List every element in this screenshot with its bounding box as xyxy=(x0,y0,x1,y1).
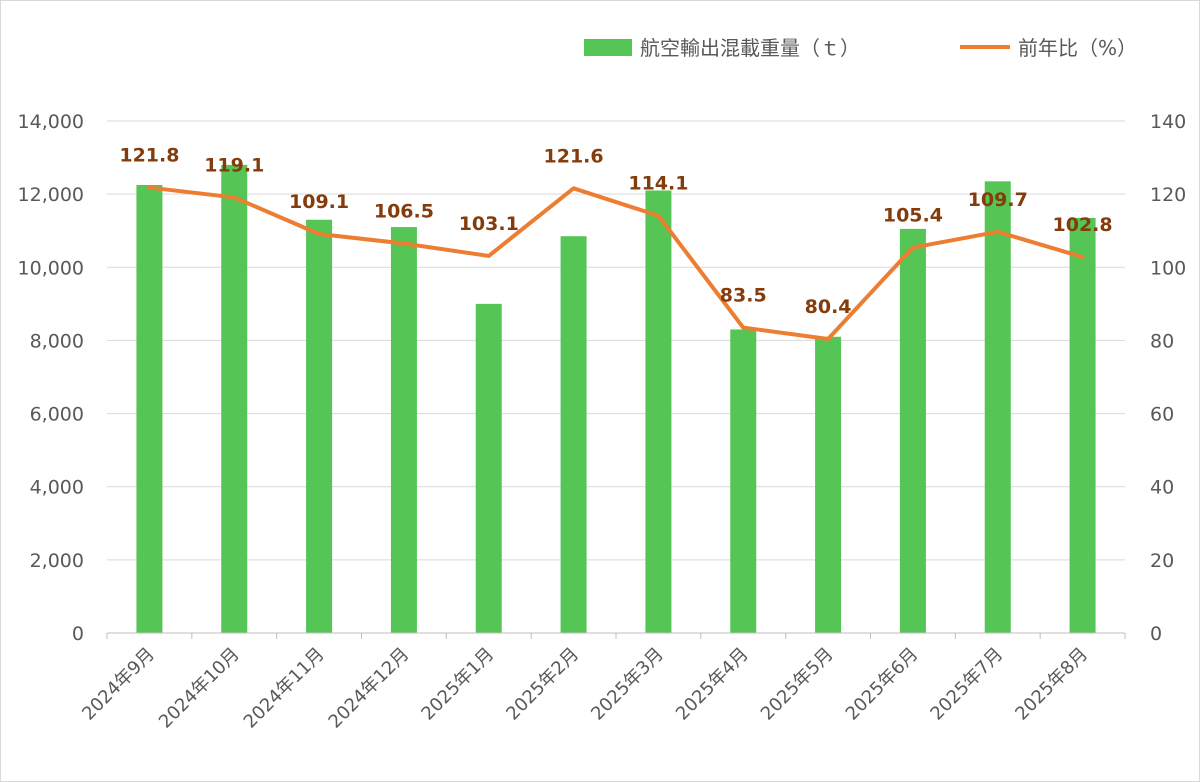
line-data-labels: 121.8 119.1 109.1 106.5 103.1 121.6 114.1 83.5 8… xyxy=(119,145,1112,318)
data-label: 102.8 xyxy=(1053,214,1113,236)
data-label: 105.4 xyxy=(883,205,943,227)
data-label: 121.8 xyxy=(119,145,179,167)
x-tick-label: 2025年6月 xyxy=(842,644,923,725)
bar xyxy=(475,303,502,633)
bar xyxy=(815,336,842,633)
data-label: 109.1 xyxy=(289,191,349,213)
left-tick-label: 2,000 xyxy=(30,550,84,572)
data-label: 114.1 xyxy=(628,173,688,195)
right-tick-label: 140 xyxy=(1150,111,1186,133)
legend: 航空輸出混載重量（ｔ） 前年比（%） xyxy=(584,36,1137,60)
data-label: 80.4 xyxy=(805,296,852,318)
bar xyxy=(899,228,926,633)
x-tick-label: 2025年4月 xyxy=(672,644,753,725)
x-tick-label: 2025年3月 xyxy=(587,644,668,725)
bar xyxy=(560,236,587,633)
x-tick-label: 2025年7月 xyxy=(926,644,1007,725)
right-tick-label: 0 xyxy=(1150,623,1162,645)
x-tick-label: 2025年2月 xyxy=(502,644,583,725)
x-tick-label: 2025年8月 xyxy=(1011,644,1092,725)
right-tick-label: 20 xyxy=(1150,550,1174,572)
gridlines xyxy=(107,120,1125,561)
bar xyxy=(306,219,333,633)
bar xyxy=(645,190,672,633)
bar xyxy=(1069,217,1096,633)
right-tick-label: 40 xyxy=(1150,477,1174,499)
data-label: 121.6 xyxy=(544,145,604,167)
data-label: 106.5 xyxy=(374,201,434,223)
bar xyxy=(984,181,1011,634)
left-axis-ticks: 0 2,000 4,000 6,000 8,000 10,000 12,000 14,000 xyxy=(18,111,84,645)
x-tick-label: 2025年1月 xyxy=(417,644,498,725)
x-tick-label: 2024年9月 xyxy=(78,644,159,725)
left-tick-label: 14,000 xyxy=(18,111,84,133)
x-tick-label: 2024年10月 xyxy=(155,644,244,733)
right-tick-label: 60 xyxy=(1150,404,1174,426)
right-tick-label: 120 xyxy=(1150,184,1186,206)
yoy-line xyxy=(147,185,1085,341)
left-tick-label: 0 xyxy=(72,623,84,645)
bar xyxy=(221,164,248,633)
data-label: 83.5 xyxy=(720,285,767,307)
data-label: 103.1 xyxy=(459,213,519,235)
left-tick-label: 12,000 xyxy=(18,184,84,206)
legend-bar-swatch xyxy=(584,39,632,56)
x-tick-label: 2025年5月 xyxy=(757,644,838,725)
x-tick-label: 2024年11月 xyxy=(240,644,329,733)
left-tick-label: 10,000 xyxy=(18,257,84,279)
right-tick-label: 100 xyxy=(1150,257,1186,279)
bar xyxy=(390,227,417,634)
bar xyxy=(730,329,757,633)
left-tick-label: 6,000 xyxy=(30,404,84,426)
right-axis-ticks: 0 20 40 60 80 100 120 140 xyxy=(1150,111,1186,645)
data-label: 119.1 xyxy=(204,154,264,176)
bar-series xyxy=(136,164,1096,634)
legend-line-label: 前年比（%） xyxy=(1018,36,1137,60)
data-label: 109.7 xyxy=(968,189,1028,211)
right-tick-label: 80 xyxy=(1150,330,1174,352)
x-tick-label: 2024年12月 xyxy=(325,644,414,733)
left-tick-label: 4,000 xyxy=(30,477,84,499)
line-series xyxy=(147,185,1085,341)
left-tick-label: 8,000 xyxy=(30,330,84,352)
legend-bar-label: 航空輸出混載重量（ｔ） xyxy=(640,36,860,60)
bar xyxy=(136,185,163,633)
